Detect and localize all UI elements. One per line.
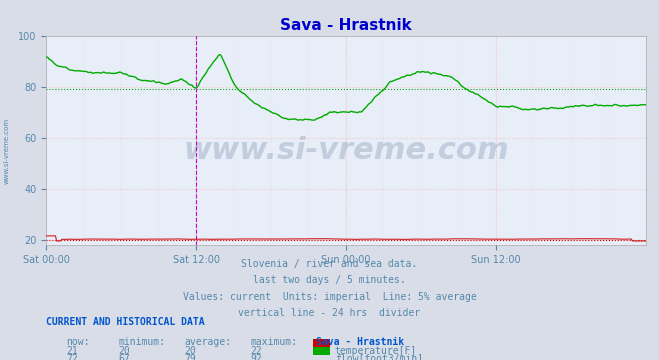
Text: temperature[F]: temperature[F] [335, 346, 417, 356]
Title: Sava - Hrastnik: Sava - Hrastnik [280, 18, 412, 33]
Text: www.si-vreme.com: www.si-vreme.com [3, 118, 9, 184]
Text: 79: 79 [185, 354, 196, 360]
Text: flow[foot3/min]: flow[foot3/min] [335, 354, 423, 360]
Text: 20: 20 [185, 346, 196, 356]
Text: www.si-vreme.com: www.si-vreme.com [183, 136, 509, 165]
Text: average:: average: [185, 337, 231, 347]
Text: Values: current  Units: imperial  Line: 5% average: Values: current Units: imperial Line: 5%… [183, 292, 476, 302]
Text: 92: 92 [250, 354, 262, 360]
Text: CURRENT AND HISTORICAL DATA: CURRENT AND HISTORICAL DATA [46, 317, 205, 327]
Text: 22: 22 [250, 346, 262, 356]
Text: maximum:: maximum: [250, 337, 297, 347]
Text: minimum:: minimum: [119, 337, 165, 347]
Text: now:: now: [66, 337, 90, 347]
Text: 20: 20 [119, 346, 130, 356]
Text: 67: 67 [119, 354, 130, 360]
Text: 72: 72 [66, 354, 78, 360]
Text: 21: 21 [66, 346, 78, 356]
Text: Slovenia / river and sea data.: Slovenia / river and sea data. [241, 259, 418, 269]
Text: last two days / 5 minutes.: last two days / 5 minutes. [253, 275, 406, 285]
Text: Sava - Hrastnik: Sava - Hrastnik [316, 337, 405, 347]
Text: vertical line - 24 hrs  divider: vertical line - 24 hrs divider [239, 308, 420, 318]
